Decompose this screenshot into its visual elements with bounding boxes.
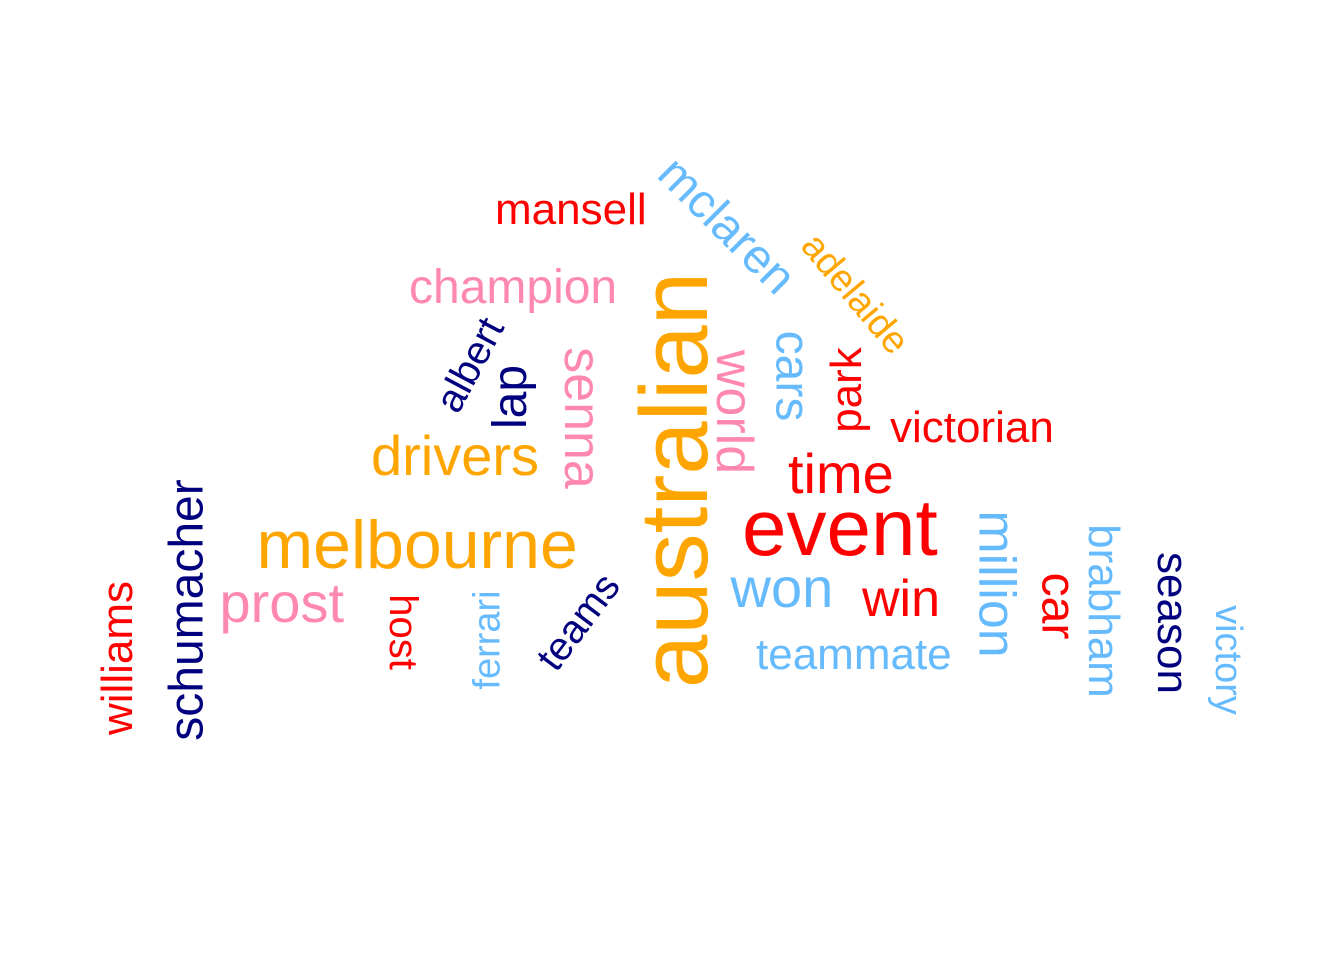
word-teammate: teammate [756,630,952,679]
word-win: win [862,570,941,628]
word-event: event [742,483,938,572]
word-mansell: mansell [495,185,647,234]
word-melbourne: melbourne [256,507,578,583]
word-teams: teams [527,565,629,679]
word-cars: cars [764,330,818,422]
word-victory: victory [1206,605,1249,715]
word-victorian: victorian [890,403,1054,452]
word-drivers: drivers [371,424,540,487]
word-world: world [705,349,764,475]
word-brabham: brabham [1078,524,1128,698]
word-prost: prost [219,571,345,634]
word-senna: senna [552,347,611,489]
word-million: million [967,510,1026,658]
word-time: time [788,442,894,505]
word-champion: champion [409,261,618,314]
word-park: park [821,347,871,433]
word-season: season [1147,552,1197,694]
word-won: won [730,556,834,619]
word-car: car [1030,572,1084,640]
word-ferrari: ferrari [466,590,509,690]
word-schumacher: schumacher [160,479,214,741]
word-australian: australian [621,271,729,689]
word-host: host [380,594,425,670]
word-lap: lap [484,364,538,430]
word-williams: williams [93,581,142,735]
